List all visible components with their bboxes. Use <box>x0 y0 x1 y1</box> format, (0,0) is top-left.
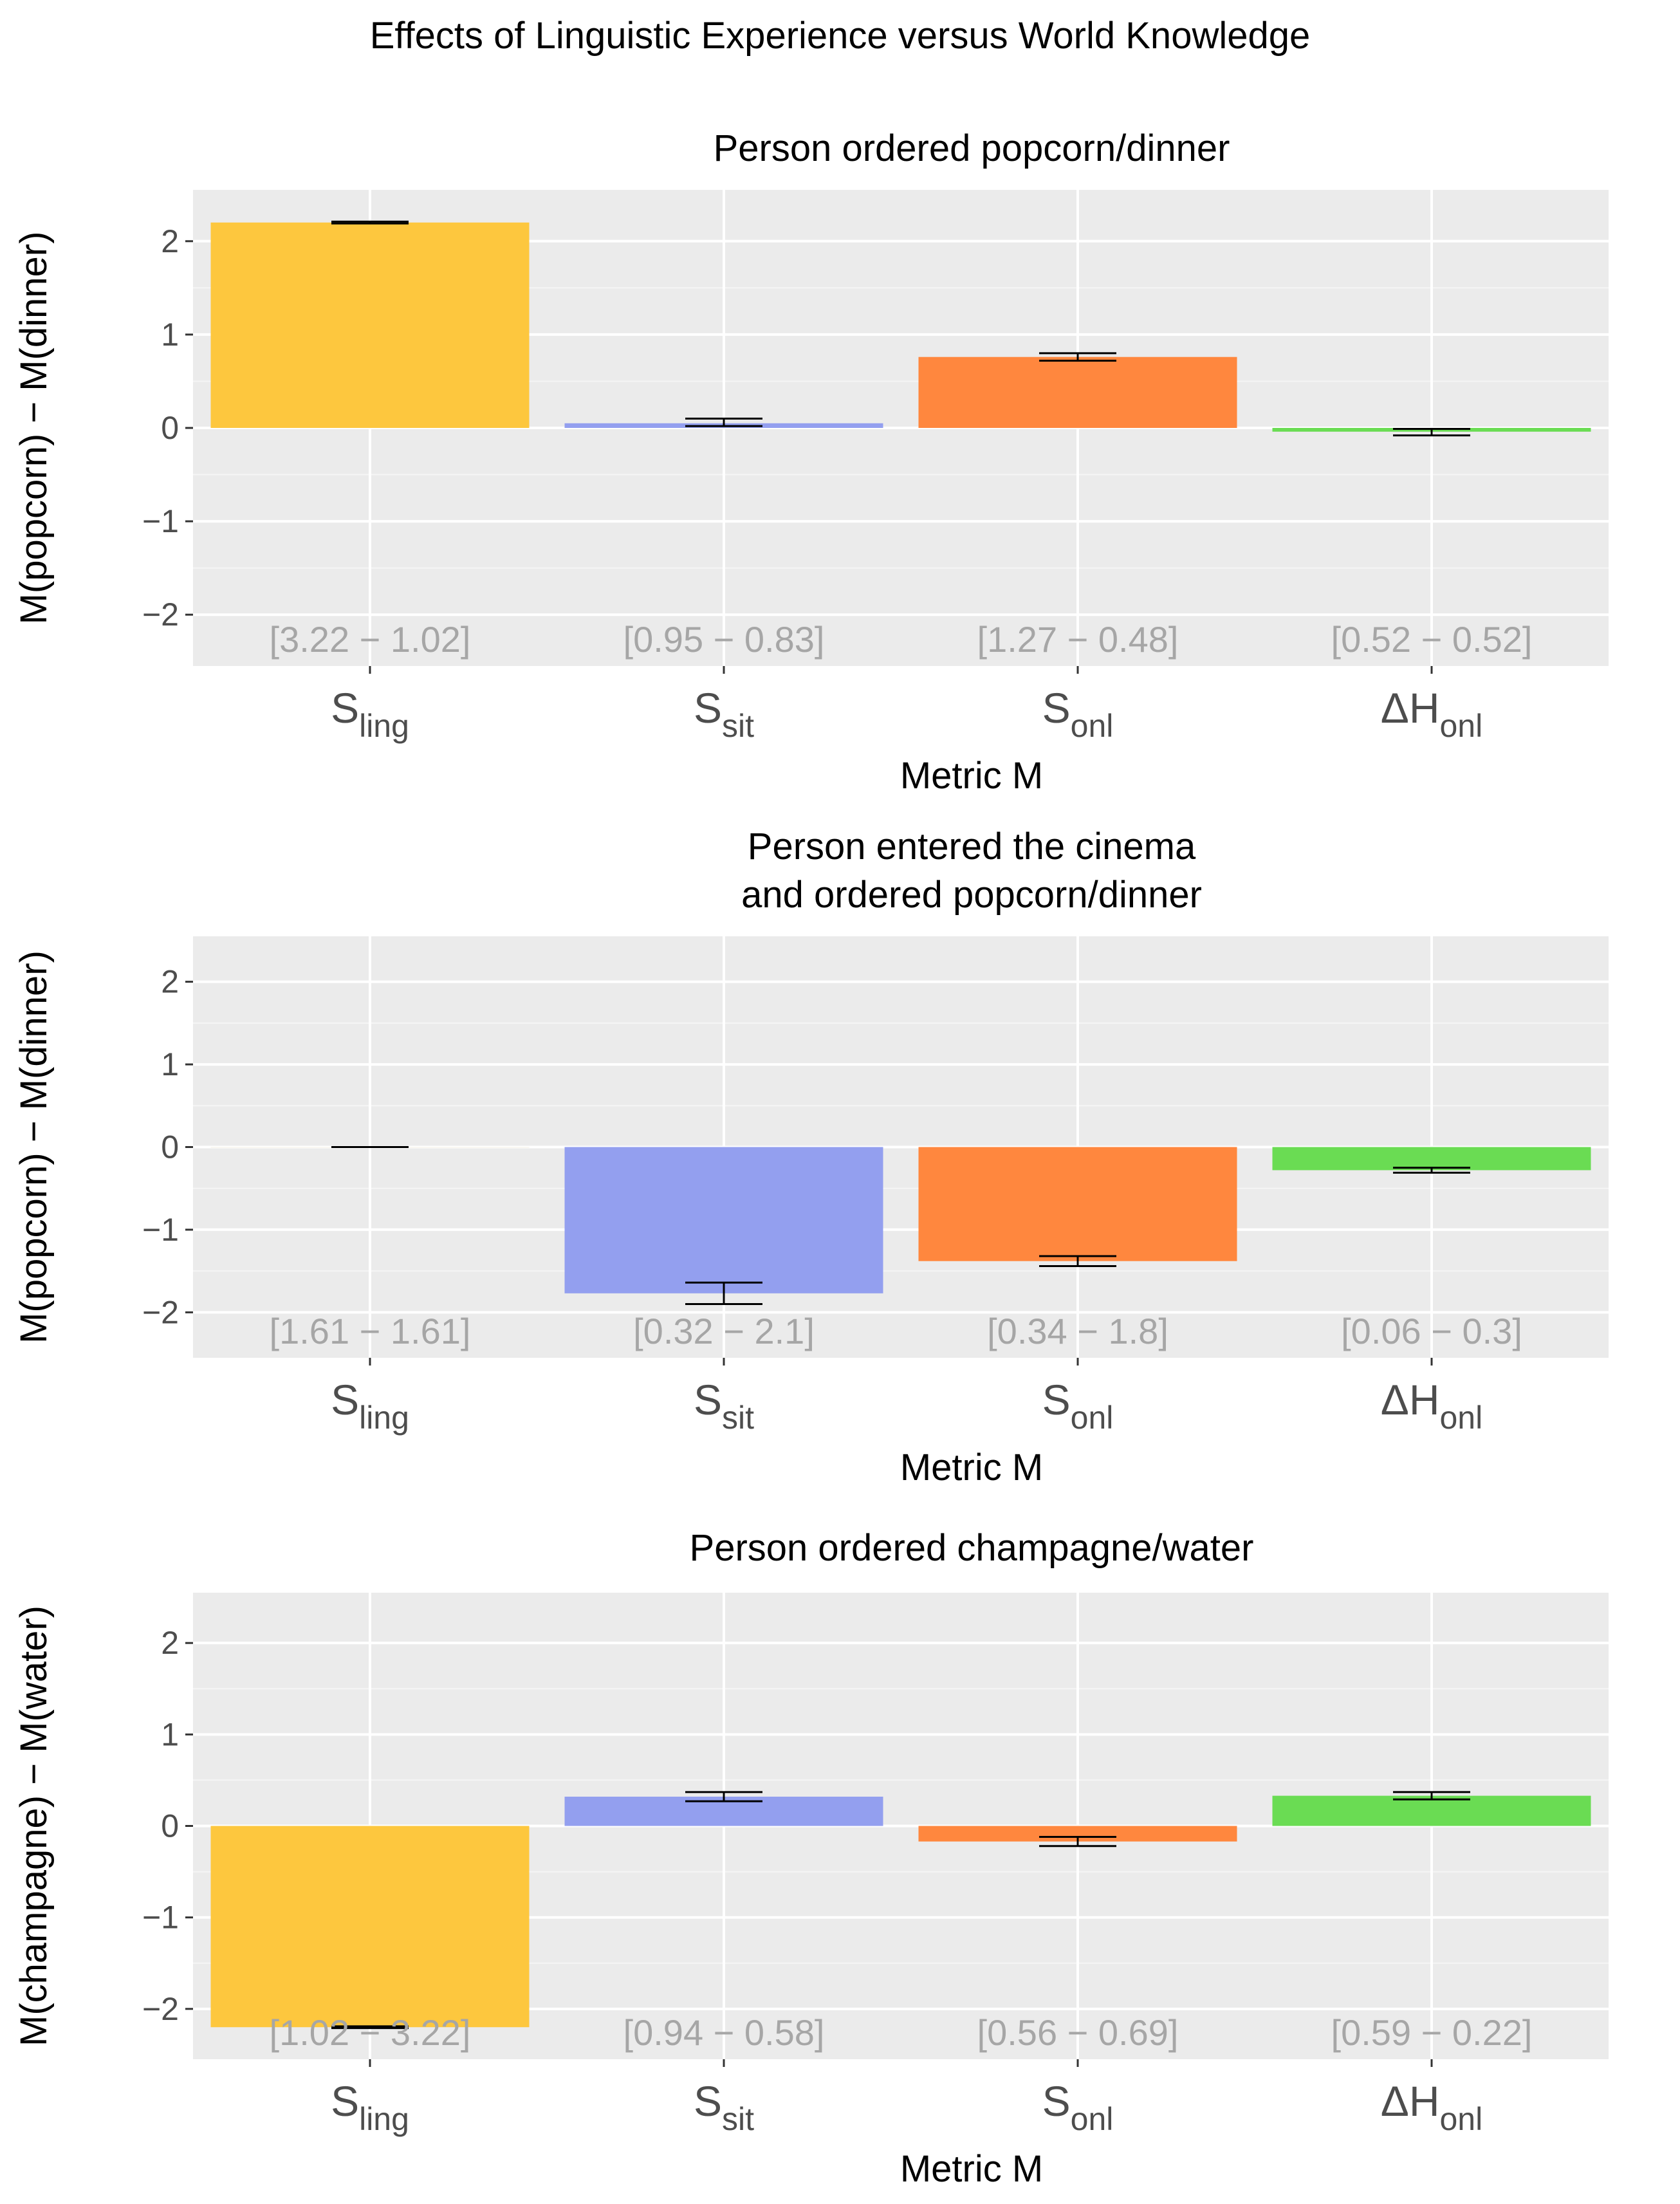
bar-Sling <box>210 1826 530 2028</box>
y-tick-label: 0 <box>161 410 179 446</box>
range-annotation: [0.56 − 0.69] <box>977 2012 1179 2053</box>
x-category-label: Sling <box>331 1376 409 1436</box>
figure-title: Effects of Linguistic Experience versus … <box>369 15 1311 57</box>
x-category-label: Sonl <box>1042 684 1114 744</box>
y-axis-label: M(popcorn) − M(dinner) <box>13 232 55 625</box>
x-category-label: Sling <box>331 2077 409 2137</box>
x-category-label: Ssit <box>694 2077 754 2137</box>
y-tick-label: 0 <box>161 1808 179 1844</box>
error-bar <box>1393 427 1470 437</box>
error-bar <box>685 1281 762 1306</box>
error-bar <box>331 2025 409 2030</box>
x-axis-label: Metric M <box>900 2148 1043 2190</box>
y-axis-label: M(champagne) − M(water) <box>13 1606 55 2046</box>
bar-Ssit <box>564 1147 883 1293</box>
x-category-label: Ssit <box>694 684 754 744</box>
error-bar <box>685 1791 762 1802</box>
range-annotation: [0.32 − 2.1] <box>633 1311 815 1351</box>
y-tick-label: 2 <box>161 223 179 259</box>
error-bar <box>1039 352 1116 362</box>
range-annotation: [0.94 − 0.58] <box>623 2012 825 2053</box>
bar-Sonl <box>918 1147 1237 1261</box>
panel-title: Person ordered popcorn/dinner <box>714 127 1230 169</box>
range-annotation: [1.61 − 1.61] <box>270 1311 471 1351</box>
x-category-label: ΔHonl <box>1381 684 1482 744</box>
y-tick-label: 2 <box>161 964 179 1000</box>
range-annotation: [3.22 − 1.02] <box>270 619 471 660</box>
bar-delta-Honl <box>1272 1795 1591 1826</box>
error-bar <box>1039 1255 1116 1267</box>
x-category-label: Sonl <box>1042 2077 1114 2137</box>
panel-title: Person entered the cinema <box>748 826 1196 867</box>
y-tick-label: 2 <box>161 1625 179 1661</box>
error-bar <box>685 417 762 427</box>
error-bar <box>1393 1791 1470 1801</box>
y-tick-label: 0 <box>161 1129 179 1165</box>
y-tick-label: 1 <box>161 317 179 353</box>
error-bar <box>331 220 409 225</box>
y-axis-label: M(popcorn) − M(dinner) <box>13 950 55 1344</box>
chart-panel-3: −2 −1 0 1 2 [1.02 − 3.22] [0.94 − 0.58] [0.56 −… <box>13 1527 1609 2190</box>
y-tick-label: 1 <box>161 1716 179 1752</box>
x-category-label: Ssit <box>694 1376 754 1436</box>
bar-delta-Honl <box>1272 1147 1591 1171</box>
range-annotation: [0.59 − 0.22] <box>1331 2012 1533 2053</box>
range-annotation: [0.34 − 1.8] <box>987 1311 1168 1351</box>
y-tick-label: −2 <box>142 1991 179 2027</box>
panel-title: and ordered popcorn/dinner <box>741 874 1202 916</box>
y-tick-label: −2 <box>142 1294 179 1330</box>
x-category-label: ΔHonl <box>1381 1376 1482 1436</box>
bar-Sonl <box>918 357 1237 428</box>
y-tick-label: −1 <box>142 503 179 539</box>
panel-title: Person ordered champagne/water <box>690 1527 1254 1569</box>
y-tick-label: −1 <box>142 1900 179 1936</box>
x-axis-label: Metric M <box>900 1447 1043 1488</box>
range-annotation: [1.02 − 3.22] <box>270 2012 471 2053</box>
y-tick-label: 1 <box>161 1046 179 1082</box>
bar-Sling <box>210 222 530 428</box>
range-annotation: [0.52 − 0.52] <box>1331 619 1533 660</box>
error-bar <box>1039 1836 1116 1847</box>
chart-panel-1: −2 −1 0 1 2 [3.22 − 1.02] [0.95 − 0.83] [1.27 −… <box>13 127 1609 797</box>
y-tick-label: −2 <box>142 597 179 633</box>
range-annotation: [1.27 − 0.48] <box>977 619 1179 660</box>
error-bar <box>1393 1167 1470 1174</box>
range-annotation: [0.06 − 0.3] <box>1341 1311 1522 1351</box>
x-category-label: Sling <box>331 684 409 744</box>
x-category-label: Sonl <box>1042 1376 1114 1436</box>
x-category-label: ΔHonl <box>1381 2077 1482 2137</box>
x-axis-label: Metric M <box>900 755 1043 797</box>
y-tick-label: −1 <box>142 1212 179 1248</box>
range-annotation: [0.95 − 0.83] <box>623 619 825 660</box>
chart-panel-2: −2 −1 0 1 2 [1.61 − 1.61] [0.32 − 2.1] [0.34 − … <box>13 826 1609 1488</box>
